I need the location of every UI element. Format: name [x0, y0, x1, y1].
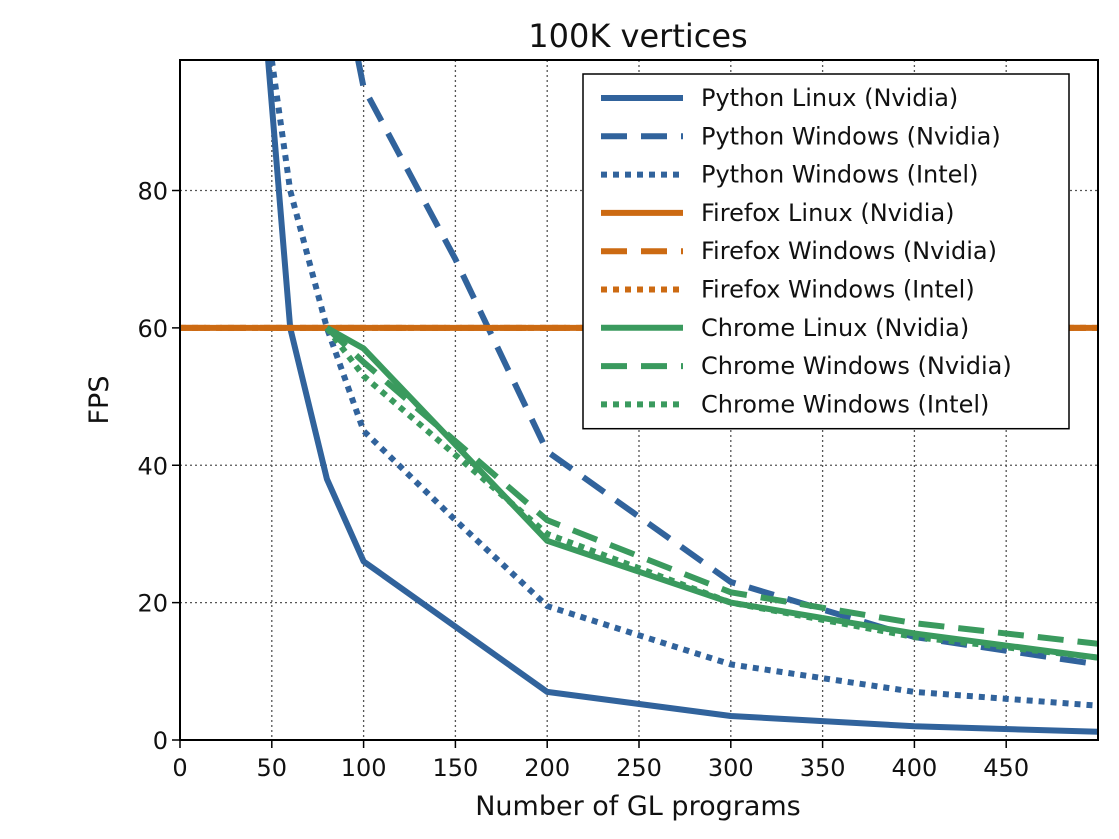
legend-label: Chrome Linux (Nvidia) — [701, 314, 969, 342]
legend-label: Firefox Windows (Nvidia) — [701, 237, 997, 265]
x-tick-label: 250 — [616, 754, 662, 782]
series-line-9 — [324, 326, 1098, 661]
x-tick-label: 350 — [800, 754, 846, 782]
legend-label: Chrome Windows (Nvidia) — [701, 352, 1012, 380]
chart-title: 100K vertices — [528, 17, 747, 55]
y-tick-label: 80 — [137, 178, 168, 206]
legend-label: Chrome Windows (Intel) — [701, 390, 989, 418]
x-tick-label: 300 — [708, 754, 754, 782]
legend-label: Firefox Windows (Intel) — [701, 276, 975, 304]
legend-label: Firefox Linux (Nvidia) — [701, 199, 955, 227]
x-tick-label: 50 — [257, 754, 288, 782]
y-tick-label: 40 — [137, 452, 168, 480]
x-tick-label: 100 — [341, 754, 387, 782]
series-line-3 — [268, 60, 1098, 709]
legend-label: Python Windows (Nvidia) — [701, 122, 1001, 150]
x-tick-label: 0 — [172, 754, 187, 782]
y-tick-label: 0 — [153, 727, 168, 755]
x-axis-title: Number of GL programs — [475, 791, 801, 822]
x-axis: 0 50 100 150 200 250 300 350 400 450 — [172, 740, 1029, 782]
x-tick-label: 150 — [432, 754, 478, 782]
x-tick-label: 450 — [983, 754, 1029, 782]
series-line-8 — [324, 325, 1098, 647]
y-axis-title: FPS — [84, 376, 115, 425]
x-tick-label: 200 — [524, 754, 570, 782]
legend: Python Linux (Nvidia) Python Windows (Nvi… — [582, 73, 1070, 430]
series-line-1 — [265, 60, 1098, 735]
legend-label: Python Windows (Intel) — [701, 161, 978, 189]
y-axis: 0 20 40 60 80 — [137, 178, 180, 755]
x-tick-label: 400 — [891, 754, 937, 782]
y-tick-label: 20 — [137, 590, 168, 618]
legend-label: Python Linux (Nvidia) — [701, 84, 958, 112]
y-tick-label: 60 — [137, 315, 168, 343]
series-line-7 — [325, 325, 1098, 661]
